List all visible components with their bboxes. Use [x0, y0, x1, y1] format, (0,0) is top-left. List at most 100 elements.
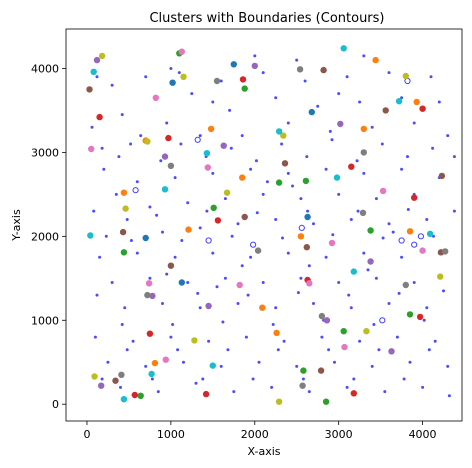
- data-point: [161, 186, 169, 193]
- data-point: [372, 56, 379, 64]
- data-point: [125, 218, 129, 221]
- data-point: [358, 100, 362, 104]
- data-point: [387, 302, 391, 305]
- data-point: [106, 360, 110, 364]
- data-point: [431, 146, 435, 150]
- data-point: [210, 204, 217, 211]
- data-point: [232, 390, 236, 394]
- data-point: [250, 241, 257, 248]
- data-point: [95, 75, 99, 79]
- data-point: [182, 360, 185, 364]
- y-axis-ticks: 0 1000 2000 3000 4000: [31, 62, 66, 411]
- data-point: [90, 68, 97, 76]
- data-point: [198, 226, 202, 230]
- data-point: [296, 291, 300, 295]
- data-point: [429, 75, 433, 79]
- data-point: [299, 382, 306, 389]
- data-point: [427, 348, 431, 352]
- data-point: [337, 92, 341, 96]
- data-point: [211, 171, 215, 175]
- data-point: [167, 262, 175, 269]
- data-point: [419, 247, 426, 254]
- data-point: [180, 239, 184, 242]
- data-point: [340, 328, 347, 335]
- data-point: [366, 268, 370, 272]
- data-point: [204, 164, 211, 171]
- data-point: [446, 134, 450, 138]
- data-point: [331, 233, 335, 237]
- data-point: [241, 85, 248, 92]
- data-point: [400, 167, 404, 171]
- data-point: [322, 398, 330, 405]
- data-point: [261, 281, 265, 284]
- data-point: [261, 71, 265, 75]
- data-point: [370, 125, 374, 129]
- data-point: [305, 155, 309, 159]
- data-point: [191, 337, 198, 344]
- data-point: [303, 79, 307, 83]
- data-point: [417, 233, 424, 240]
- data-point: [271, 323, 275, 326]
- data-point: [144, 138, 151, 145]
- data-point: [96, 113, 103, 121]
- data-point: [387, 222, 391, 226]
- data-point: [165, 272, 169, 276]
- data-point: [337, 120, 344, 128]
- data-point: [291, 184, 294, 188]
- data-point: [91, 373, 98, 380]
- data-point: [411, 194, 418, 201]
- data-point: [345, 75, 349, 79]
- data-point: [306, 280, 313, 287]
- data-point: [214, 217, 222, 224]
- data-point: [201, 377, 205, 381]
- data-point: [205, 237, 212, 244]
- data-point: [155, 213, 159, 217]
- data-point: [246, 293, 250, 297]
- data-point: [254, 159, 258, 163]
- data-point: [120, 249, 128, 256]
- data-point: [425, 306, 429, 310]
- data-point: [144, 291, 151, 299]
- data-point: [402, 281, 409, 289]
- data-point: [178, 279, 185, 286]
- data-point: [345, 385, 349, 389]
- data-point: [406, 228, 414, 235]
- data-point: [402, 377, 406, 381]
- data-point: [312, 222, 315, 226]
- plot-frame: [65, 28, 463, 422]
- data-point: [398, 237, 405, 244]
- data-points: [86, 45, 456, 405]
- data-point: [239, 174, 246, 181]
- data-point: [171, 323, 175, 326]
- data-point: [275, 179, 283, 186]
- data-point: [223, 276, 227, 280]
- data-point: [359, 209, 367, 216]
- data-point: [324, 167, 328, 171]
- data-point: [185, 226, 192, 233]
- data-point: [117, 155, 121, 159]
- data-point: [132, 187, 139, 194]
- data-point: [202, 390, 210, 398]
- y-tick-label: 0: [52, 398, 59, 411]
- data-point: [194, 381, 198, 385]
- data-point: [129, 239, 133, 242]
- data-point: [203, 150, 211, 157]
- data-point: [296, 66, 304, 73]
- data-point: [194, 136, 201, 143]
- data-point: [300, 367, 307, 374]
- data-point: [341, 343, 348, 351]
- data-point: [349, 306, 353, 310]
- data-point: [241, 213, 248, 221]
- data-point: [259, 304, 266, 311]
- data-point: [98, 255, 102, 259]
- data-point: [205, 302, 212, 310]
- data-point: [337, 192, 341, 196]
- data-point: [119, 228, 127, 236]
- data-point: [275, 128, 283, 135]
- data-point: [180, 73, 187, 81]
- data-point: [370, 364, 374, 368]
- data-point: [413, 98, 420, 106]
- data-point: [131, 339, 135, 343]
- data-point: [333, 360, 336, 364]
